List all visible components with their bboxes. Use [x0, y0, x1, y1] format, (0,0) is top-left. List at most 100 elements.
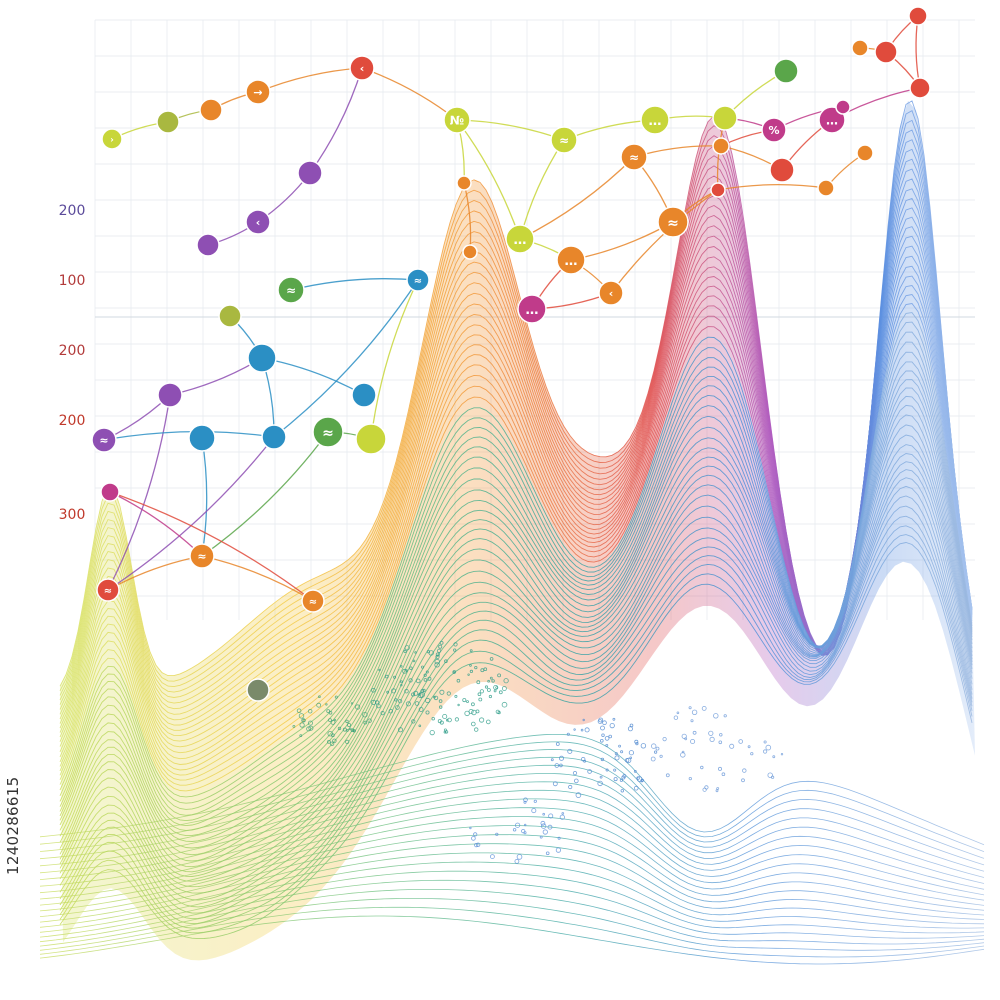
- speckle: [539, 835, 543, 839]
- speckle: [431, 717, 435, 721]
- speckle: [545, 851, 550, 856]
- network-node: ≈: [301, 589, 325, 613]
- network-edge: [201, 555, 314, 602]
- speckle: [298, 713, 305, 719]
- speckle: [653, 750, 658, 754]
- wave-line: [39, 781, 985, 884]
- speckle: [408, 678, 413, 683]
- node-glyph: …: [526, 303, 539, 318]
- speckle: [292, 725, 296, 728]
- speckle: [540, 823, 547, 829]
- speckle: [411, 719, 416, 724]
- y-label-3: 200: [58, 343, 86, 359]
- node-dot: [301, 589, 325, 613]
- speckle: [640, 779, 644, 783]
- wave-line: [39, 773, 985, 878]
- speckle: [557, 836, 561, 840]
- wave-line: [39, 898, 985, 951]
- node-dot: [462, 244, 478, 260]
- speckle: [332, 738, 337, 743]
- speckle: [767, 772, 773, 778]
- speckle: [614, 752, 618, 756]
- node-dot: [874, 40, 898, 64]
- node-glyph: ‹: [360, 62, 365, 75]
- network-edge: [109, 491, 314, 602]
- network-edge: [610, 189, 719, 294]
- speckle: [619, 778, 624, 782]
- speckle: [713, 713, 719, 719]
- network-node: [773, 58, 799, 84]
- node-dot: [277, 276, 305, 304]
- node-dot: [657, 206, 689, 238]
- speckle: [599, 775, 603, 779]
- speckle: [327, 731, 333, 737]
- speckle: [651, 743, 657, 749]
- node-glyph: ≈: [104, 586, 112, 597]
- speckle: [471, 709, 477, 716]
- speckle: [326, 709, 331, 713]
- speckle: [469, 826, 472, 830]
- speckle: [523, 831, 527, 835]
- speckle: [464, 710, 470, 717]
- speckle: [445, 718, 449, 722]
- speckle: [371, 687, 376, 693]
- speckle: [395, 705, 400, 710]
- speckle: [719, 733, 723, 737]
- speckle: [547, 824, 553, 830]
- wave-line: [39, 915, 985, 965]
- network-edge: [261, 357, 365, 396]
- wave-line: [59, 387, 973, 842]
- speckle: [337, 726, 342, 731]
- speckle: [483, 667, 488, 671]
- network-node: ≈: [91, 427, 117, 453]
- node-dot: [157, 382, 183, 408]
- network-edge: [169, 357, 263, 396]
- node-dot: [218, 304, 242, 328]
- speckle: [709, 736, 715, 743]
- speckle: [599, 738, 604, 743]
- speckle: [462, 698, 467, 703]
- speckle: [328, 710, 333, 715]
- node-dot: [773, 58, 799, 84]
- y-label-1: 200: [58, 203, 86, 219]
- node-dot: [406, 268, 430, 292]
- node-glyph: %: [768, 124, 779, 137]
- speckle: [473, 832, 478, 837]
- speckle: [446, 691, 451, 696]
- node-dot: [640, 105, 670, 135]
- speckle: [622, 774, 627, 778]
- speckle: [478, 717, 485, 723]
- network-node: [188, 424, 216, 452]
- wave-line: [39, 789, 985, 890]
- speckle: [583, 759, 586, 763]
- speckle: [514, 859, 520, 864]
- speckle: [474, 842, 479, 848]
- speckle: [411, 692, 416, 697]
- network-node: …: [505, 224, 535, 254]
- network-node: ≈: [620, 143, 648, 171]
- speckle: [342, 727, 347, 732]
- speckle: [684, 737, 688, 741]
- speckle: [388, 709, 393, 714]
- network-node: ›: [101, 128, 123, 150]
- speckle: [435, 654, 440, 660]
- speckle: [495, 686, 499, 689]
- speckle: [394, 698, 398, 702]
- network-node: [909, 77, 931, 99]
- network-node: ≈: [657, 206, 689, 238]
- network-node: [456, 175, 472, 191]
- network-edge: [519, 139, 565, 240]
- node-dot: [261, 424, 287, 450]
- speckle: [438, 699, 443, 703]
- speckle: [681, 733, 687, 739]
- speckle: [425, 710, 430, 715]
- speckle: [780, 753, 784, 756]
- wave-line: [39, 870, 985, 938]
- wave-speckles: [292, 641, 784, 864]
- node-dot: [196, 233, 220, 257]
- node-dot: [835, 99, 851, 115]
- speckle: [609, 722, 615, 729]
- speckle: [454, 717, 459, 722]
- speckle: [741, 778, 745, 783]
- speckle: [573, 728, 576, 731]
